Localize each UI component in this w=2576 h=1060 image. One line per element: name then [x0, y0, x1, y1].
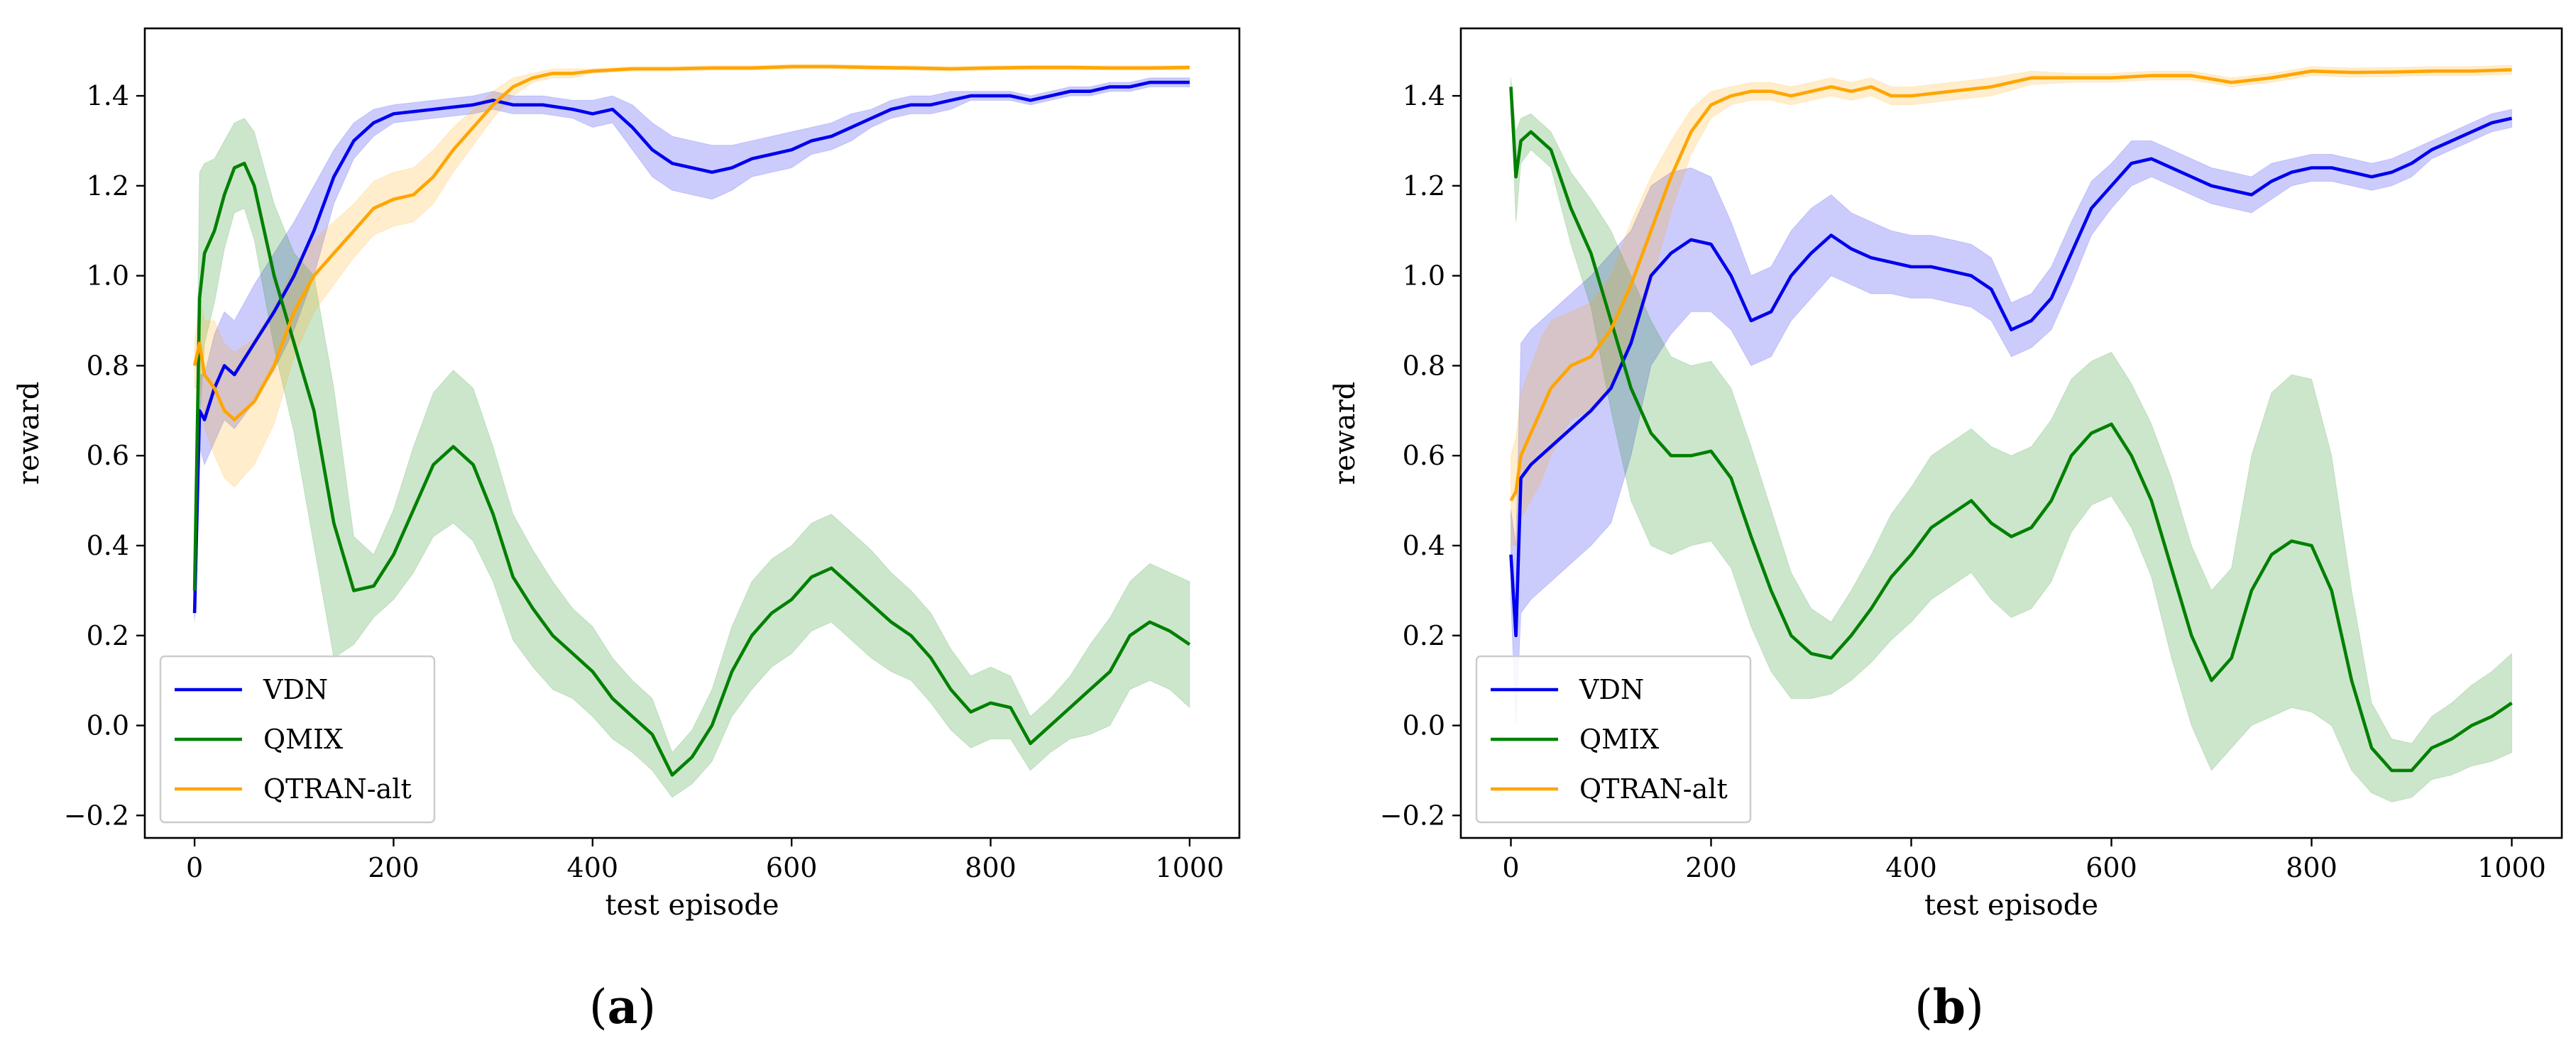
- x-tick-label: 400: [1885, 852, 1937, 883]
- legend-box: [1475, 655, 1752, 824]
- series-line-vdn: [1509, 116, 2513, 638]
- x-tick-label: 400: [567, 852, 619, 883]
- y-tick-label: 1.0: [1403, 260, 1445, 292]
- series-band-vdn: [194, 77, 1190, 622]
- x-tick-label: 800: [965, 852, 1016, 883]
- y-tick-label: 0.6: [1403, 440, 1445, 471]
- x-tick-label: 1000: [2477, 852, 2546, 883]
- series-band-qtran-alt: [194, 64, 1190, 488]
- legend-label-qmix: QMIX: [1579, 724, 1659, 755]
- x-tick-label: 600: [2086, 852, 2137, 883]
- axes-frame: [143, 27, 1241, 839]
- y-tick-label: 0.2: [87, 620, 129, 651]
- x-tick-label: 200: [1685, 852, 1737, 883]
- legend-box: [159, 655, 436, 824]
- x-tick-label: 0: [186, 852, 203, 883]
- y-tick-label: −0.2: [64, 800, 129, 831]
- chart-panel-b: 0 200 400 600 800 1000 −0.2 0.0 0.2 0.4 0.6 0.8 1.0 1…: [1329, 27, 2563, 1034]
- legend: VDN QMIX QTRAN-alt: [1475, 655, 1752, 824]
- series-line-qtran-alt: [192, 65, 1190, 421]
- series-band-qmix: [194, 118, 1190, 798]
- plot-area: [1509, 65, 2513, 802]
- y-axis-label: reward: [1329, 382, 1361, 485]
- x-axis-label: test episode: [1924, 889, 2098, 922]
- y-tick-label: 1.4: [1403, 80, 1445, 111]
- y-tick-label: 0.2: [1403, 620, 1445, 651]
- x-tick-label: 800: [2286, 852, 2337, 883]
- legend: VDN QMIX QTRAN-alt: [159, 655, 436, 824]
- chart-panel-a: 0 200 400 600 800 1000 −0.2 0.0 0.2 0.4 0.6 0.8 1.0 1…: [13, 27, 1241, 1034]
- plot-area: [192, 64, 1191, 798]
- y-axis-label: reward: [13, 382, 45, 485]
- series-band-qtran-alt: [1511, 65, 2512, 546]
- panel-caption: (b): [1914, 979, 1984, 1034]
- x-tick-label: 600: [766, 852, 818, 883]
- y-tick-label: 0.8: [1403, 350, 1445, 381]
- y-tick-label: 0.4: [87, 530, 129, 561]
- x-tick-label: 1000: [1156, 852, 1224, 883]
- y-tick-label: 0.0: [87, 710, 129, 741]
- y-tick-label: 0.8: [87, 350, 129, 381]
- y-tick-label: 1.0: [87, 260, 129, 292]
- y-tick-label: 1.2: [1403, 170, 1445, 201]
- y-tick-label: 0.4: [1403, 530, 1445, 561]
- y-tick-label: 1.4: [87, 80, 129, 111]
- series-line-qmix: [1509, 87, 2513, 773]
- x-tick-label: 0: [1502, 852, 1519, 883]
- x-tick-label: 200: [368, 852, 420, 883]
- series-line-qtran-alt: [1509, 68, 2512, 502]
- legend-label-qtran-alt: QTRAN-alt: [263, 773, 412, 805]
- y-tick-label: 0.0: [1403, 710, 1445, 741]
- panel-caption: (a): [589, 979, 656, 1034]
- legend-label-qtran-alt: QTRAN-alt: [1579, 773, 1728, 805]
- y-tick-label: 1.2: [87, 170, 129, 201]
- y-tick-label: −0.2: [1380, 800, 1445, 831]
- series-line-qmix: [192, 161, 1191, 777]
- legend-label-vdn: VDN: [263, 674, 328, 705]
- y-tick-label: 0.6: [87, 440, 129, 471]
- x-axis-label: test episode: [605, 889, 779, 922]
- series-band-vdn: [1511, 109, 2512, 726]
- legend-label-vdn: VDN: [1579, 674, 1644, 705]
- series-band-qmix: [1511, 77, 2512, 802]
- axes-frame: [1459, 27, 2563, 839]
- legend-label-qmix: QMIX: [263, 724, 343, 755]
- series-line-vdn: [192, 80, 1190, 614]
